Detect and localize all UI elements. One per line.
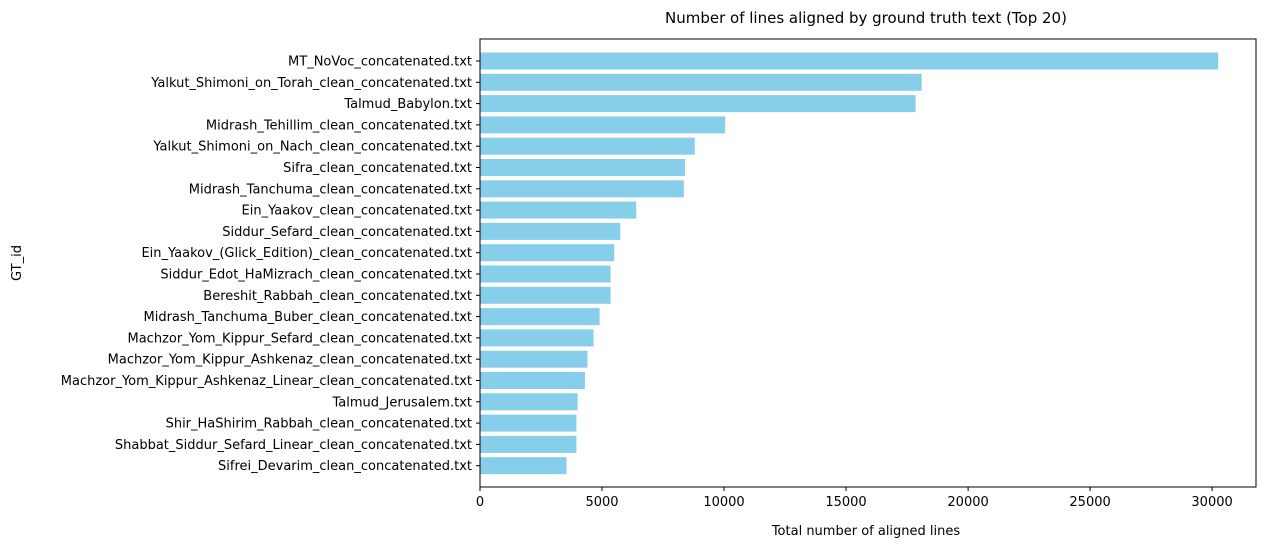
y-tick-label: Midrash_Tanchuma_Buber_clean_concatenate… bbox=[144, 310, 473, 325]
bar bbox=[480, 308, 600, 326]
bar bbox=[480, 116, 726, 134]
y-tick-label: Machzor_Yom_Kippur_Sefard_clean_concaten… bbox=[128, 331, 473, 346]
y-tick-label: Bereshit_Rabbah_clean_concatenated.txt bbox=[203, 289, 472, 304]
x-tick-label: 0 bbox=[476, 495, 484, 510]
bar bbox=[480, 244, 615, 262]
x-axis-label: Total number of aligned lines bbox=[771, 524, 961, 539]
y-tick-label: Shabbat_Siddur_Sefard_Linear_clean_conca… bbox=[115, 438, 472, 453]
bar bbox=[480, 180, 684, 198]
y-tick-label: Talmud_Jerusalem.txt bbox=[332, 395, 472, 410]
x-tick-label: 25000 bbox=[1069, 495, 1110, 510]
y-tick-label: Yalkut_Shimoni_on_Torah_clean_concatenat… bbox=[150, 76, 472, 91]
axes-frame bbox=[479, 38, 1257, 488]
bar bbox=[480, 457, 567, 475]
bar bbox=[480, 414, 577, 432]
y-tick-label: Shir_HaShirim_Rabbah_clean_concatenated.… bbox=[166, 417, 472, 432]
bar bbox=[480, 265, 611, 283]
bar bbox=[480, 95, 916, 113]
y-tick-label: Ein_Yaakov_(Glick_Edition)_clean_concate… bbox=[141, 246, 472, 261]
x-tick-label: 5000 bbox=[585, 495, 618, 510]
y-tick-label: Yalkut_Shimoni_on_Nach_clean_concatenate… bbox=[152, 140, 472, 155]
bar bbox=[480, 372, 585, 389]
bar bbox=[480, 137, 695, 155]
y-tick-label: Sifra_clean_concatenated.txt bbox=[283, 161, 472, 176]
x-ticks: 0 5000 10000 15000 20000 25000 30000 bbox=[476, 487, 1233, 510]
y-tick-label: Midrash_Tehillim_clean_concatenated.txt bbox=[206, 118, 472, 133]
bars-group bbox=[480, 52, 1219, 475]
y-tick-label: Ein_Yaakov_clean_concatenated.txt bbox=[242, 204, 472, 219]
y-tick-label: Midrash_Tanchuma_clean_concatenated.txt bbox=[189, 182, 472, 197]
y-tick-labels: MT_NoVoc_concatenated.txt Yalkut_Shimoni_… bbox=[61, 55, 480, 474]
y-tick-label: Machzor_Yom_Kippur_Ashkenaz_clean_concat… bbox=[108, 353, 472, 368]
bar bbox=[480, 159, 685, 176]
bar bbox=[480, 435, 577, 453]
y-tick-label: Siddur_Edot_HaMizrach_clean_concatenated… bbox=[160, 268, 472, 283]
y-tick-label: Siddur_Sefard_clean_concatenated.txt bbox=[222, 225, 472, 240]
bar bbox=[480, 393, 578, 411]
y-tick-label: Machzor_Yom_Kippur_Ashkenaz_Linear_clean… bbox=[61, 374, 472, 389]
y-tick-label: Sifrei_Devarim_clean_concatenated.txt bbox=[218, 459, 472, 474]
bar bbox=[480, 73, 922, 91]
x-tick-label: 30000 bbox=[1191, 495, 1232, 510]
bar bbox=[480, 329, 594, 347]
bar bbox=[480, 52, 1219, 70]
x-tick-label: 20000 bbox=[947, 495, 988, 510]
chart-title: Number of lines aligned by ground truth … bbox=[665, 9, 1067, 27]
y-tick-label: MT_NoVoc_concatenated.txt bbox=[288, 55, 472, 70]
y-tick-label: Talmud_Babylon.txt bbox=[343, 97, 472, 112]
x-tick-label: 10000 bbox=[703, 495, 744, 510]
bar bbox=[480, 286, 611, 304]
bar bbox=[480, 222, 621, 240]
bar bbox=[480, 350, 588, 368]
bar bbox=[480, 201, 637, 219]
y-axis-label: GT_id bbox=[10, 245, 25, 281]
x-tick-label: 15000 bbox=[825, 495, 866, 510]
